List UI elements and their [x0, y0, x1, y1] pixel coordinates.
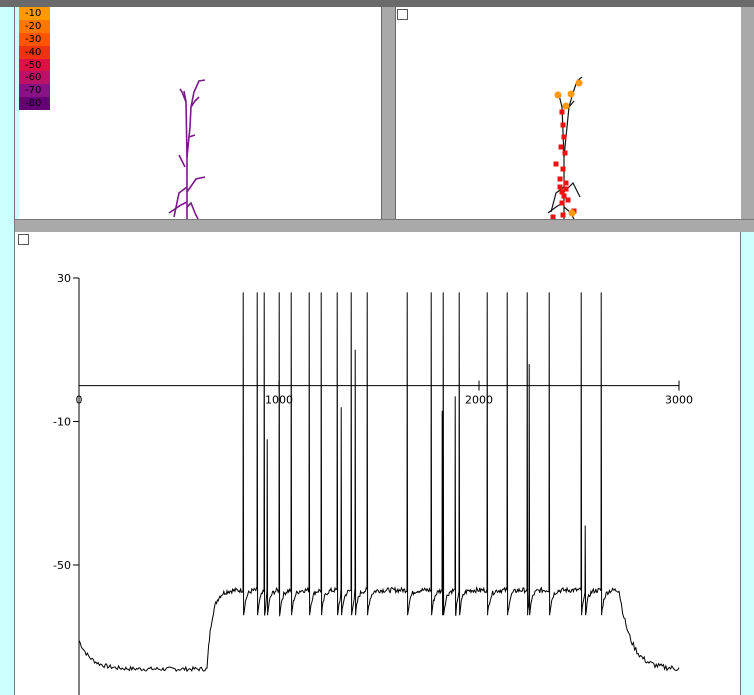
section-point-marker: [553, 161, 559, 167]
section-point-marker: [559, 189, 565, 195]
horizontal-splitter[interactable]: [15, 219, 754, 233]
section-point-marker: [561, 193, 567, 199]
section-point-marker: [561, 134, 567, 140]
neuron-morphology-colored: [168, 79, 206, 219]
section-point-marker: [560, 166, 566, 172]
section-point-marker: [557, 184, 563, 190]
section-point-marker: [557, 176, 563, 182]
section-point-marker: [558, 144, 564, 150]
shape-plot-voltage-window: -10 -20 -30 -40 -50 -60 -70 -80: [19, 7, 381, 219]
voltage-trace-line: [78, 292, 680, 673]
x-tick-label: 3000: [665, 394, 693, 407]
graph-menu-checkbox[interactable]: [18, 234, 29, 245]
y-tick-label: -50: [53, 559, 71, 572]
section-point-marker: [565, 197, 571, 203]
section-point-marker: [563, 186, 569, 192]
right-frame-bottom: [740, 232, 754, 695]
legend-entry: -70: [19, 84, 50, 98]
neuron-morphology-points: [547, 76, 583, 219]
y-tick-label: -10: [53, 416, 71, 429]
section-point-marker: [559, 200, 565, 206]
color-scale-legend: -10 -20 -30 -40 -50 -60 -70 -80: [19, 7, 50, 111]
legend-entry: -80: [19, 97, 50, 111]
section-point-marker: [550, 214, 556, 219]
x-tick-label: 2000: [465, 394, 493, 407]
legend-entry: -20: [19, 19, 50, 33]
section-point-marker: [559, 109, 565, 115]
y-tick-label: 30: [57, 272, 71, 285]
section-point-marker: [562, 150, 568, 156]
section-point-marker: [560, 212, 566, 218]
window-menu-checkbox[interactable]: [397, 9, 408, 20]
right-frame-top: [741, 7, 754, 219]
voltage-graph-window: 0 1000 2000 3000 30 -10 -50: [15, 232, 740, 695]
vertical-splitter[interactable]: [381, 7, 396, 219]
x-tick-label: 0: [76, 394, 83, 407]
section-point-marker: [563, 180, 569, 186]
legend-entry: -60: [19, 71, 50, 85]
legend-entry: -40: [19, 45, 50, 59]
section-point-marker: [560, 122, 566, 128]
window-top-border: [0, 0, 754, 7]
legend-entry: -50: [19, 58, 50, 72]
shape-plot-points-window: [396, 7, 741, 219]
legend-entry: -10: [19, 7, 50, 20]
left-frame-bar: [0, 7, 15, 695]
legend-entry: -30: [19, 32, 50, 46]
